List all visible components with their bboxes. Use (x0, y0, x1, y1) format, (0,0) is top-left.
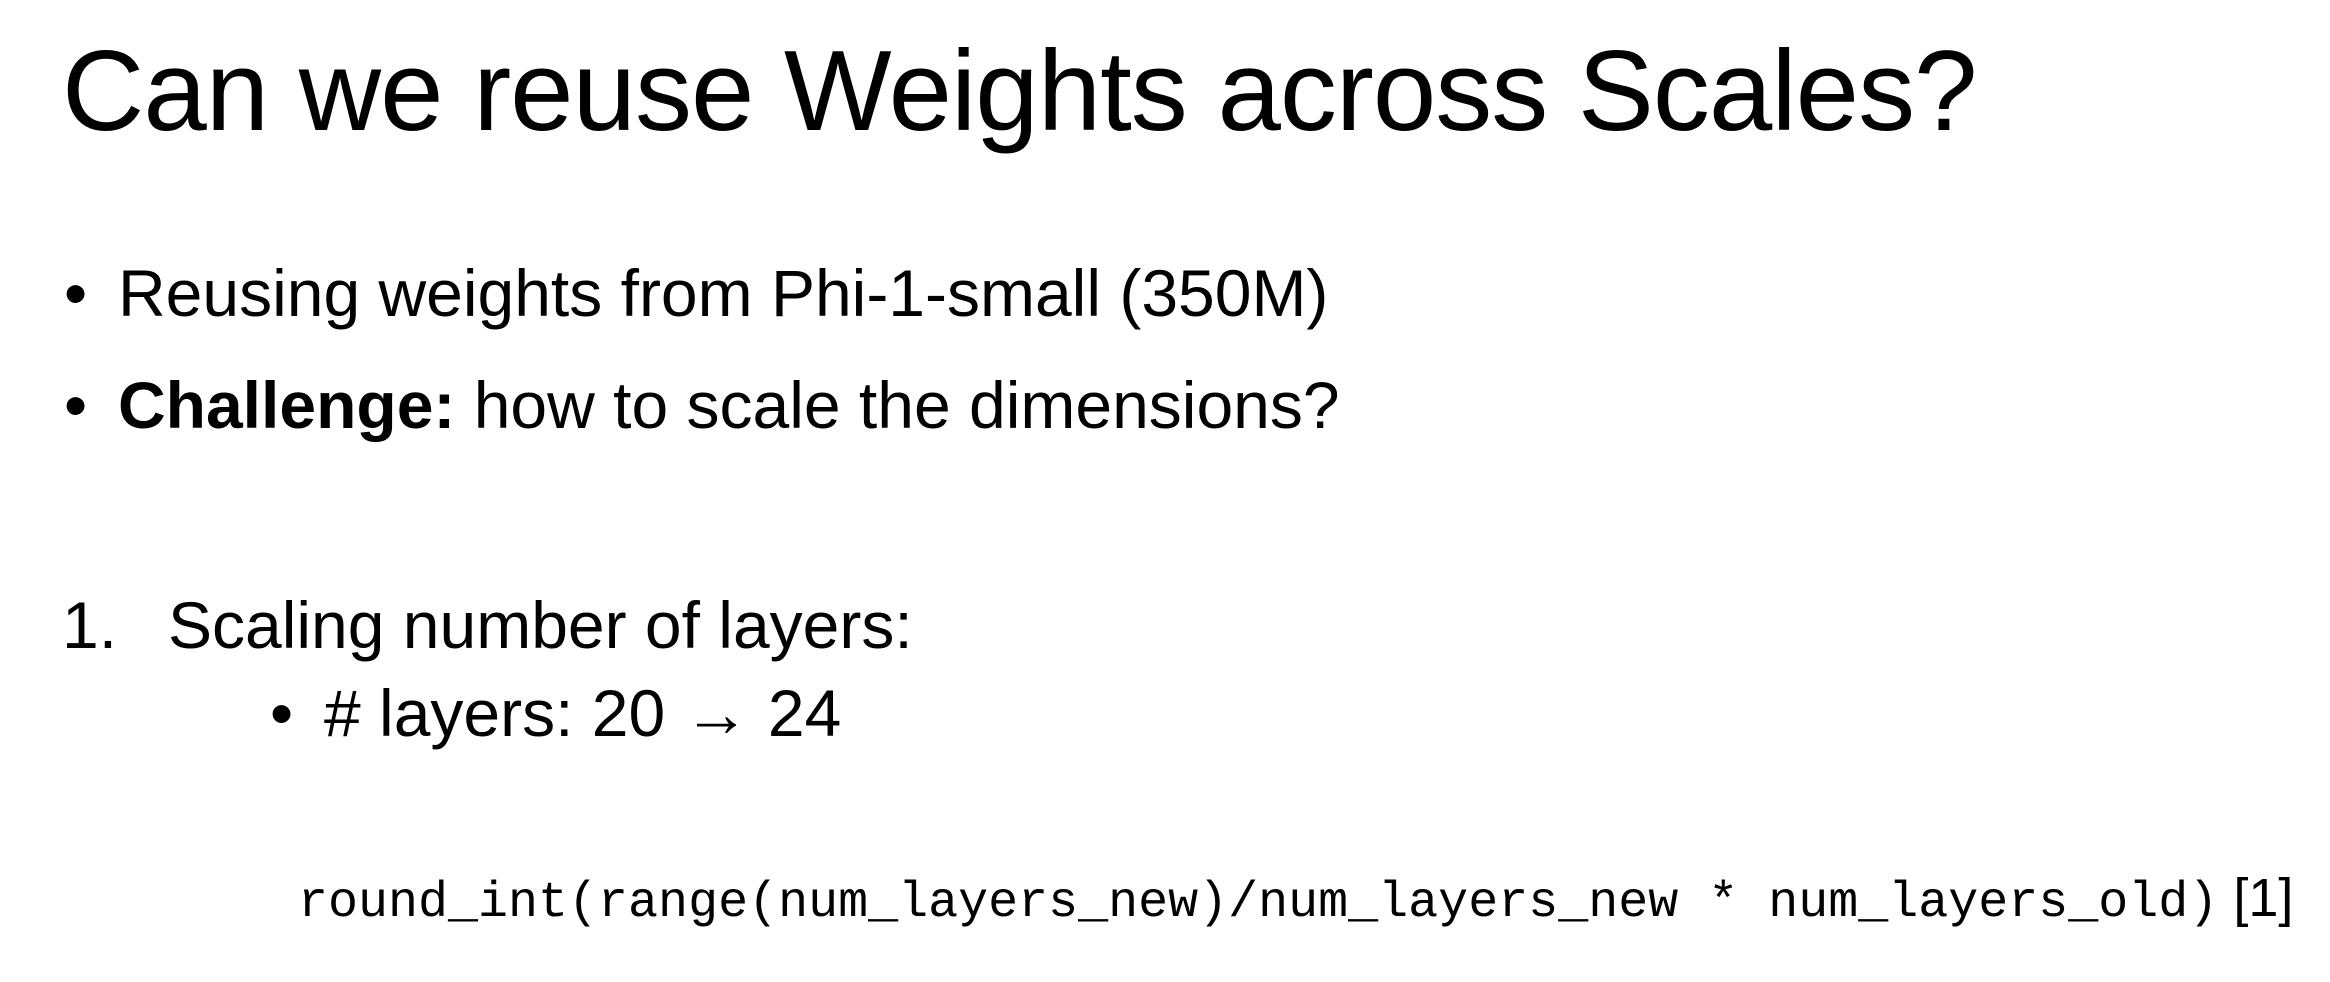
formula: round_int(range(num_layers_new)/num_laye… (298, 866, 2293, 936)
formula-reference: [1] (2218, 868, 2294, 928)
sub-bullet-layers: • # layers: 20 → 24 (270, 670, 841, 756)
bullet-text: how to scale the dimensions? (455, 368, 1340, 442)
numbered-marker: 1. (62, 588, 118, 662)
bullet-dot-icon: • (64, 368, 88, 442)
sub-bullet-dot-icon: • (270, 676, 294, 750)
bullet-list: • Reusing weights from Phi-1-small (350M… (62, 250, 1340, 474)
formula-code: round_int(range(num_layers_new)/num_laye… (298, 875, 2219, 932)
bullet-bold-label: Challenge: (118, 368, 456, 442)
slide-title: Can we reuse Weights across Scales? (62, 28, 1977, 155)
bullet-item-challenge: • Challenge: how to scale the dimensions… (62, 362, 1340, 448)
bullet-item-reusing-weights: • Reusing weights from Phi-1-small (350M… (62, 250, 1340, 336)
sub-bullet-text: # layers: 20 → 24 (324, 676, 842, 750)
numbered-text: Scaling number of layers: (168, 588, 913, 662)
bullet-text: Reusing weights from Phi-1-small (350M) (118, 256, 1329, 330)
bullet-dot-icon: • (64, 256, 88, 330)
numbered-item-scaling-layers: 1. Scaling number of layers: (62, 582, 913, 668)
